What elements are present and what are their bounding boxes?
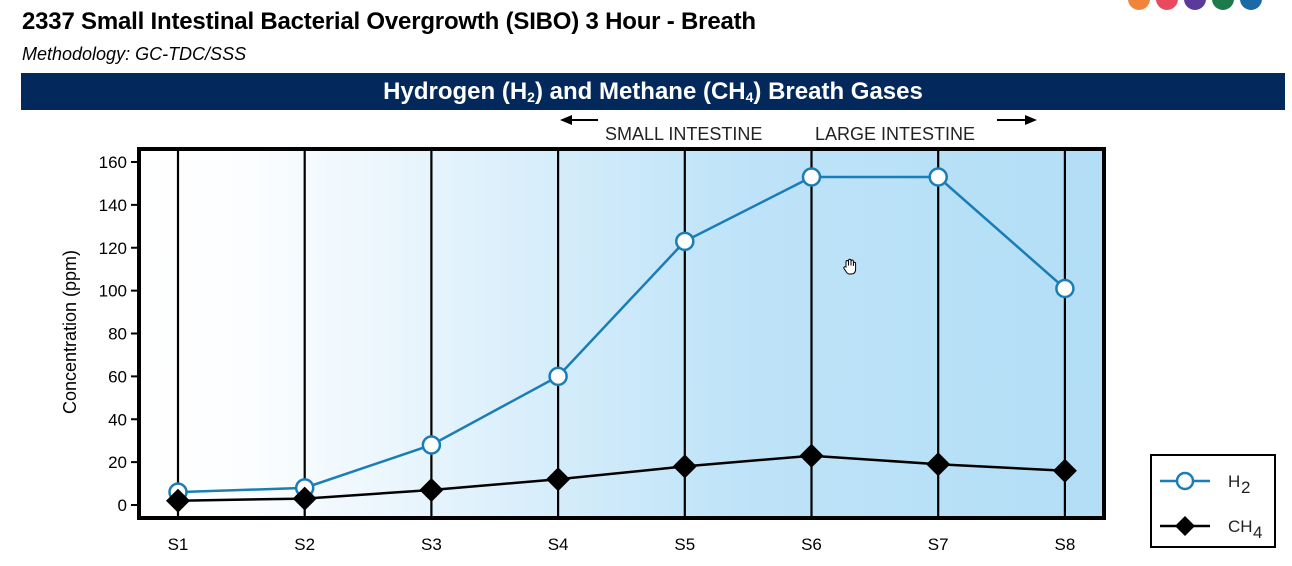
large-intestine-arrow-icon bbox=[997, 115, 1037, 125]
brand-dot bbox=[1156, 0, 1178, 10]
h2-point bbox=[421, 435, 442, 455]
y-tick-label: 20 bbox=[108, 453, 127, 472]
ch4-point bbox=[1052, 458, 1077, 483]
large-intestine-label: LARGE INTESTINE bbox=[815, 124, 975, 144]
small-intestine-label: SMALL INTESTINE bbox=[605, 124, 762, 144]
ch4-series-line bbox=[177, 454, 1065, 502]
ch4-point bbox=[546, 467, 571, 492]
brand-dot bbox=[1184, 0, 1206, 10]
x-tick-label: S5 bbox=[674, 535, 695, 554]
chart-legend: H 2 CH 4 bbox=[1150, 454, 1276, 548]
h2-point bbox=[1055, 278, 1075, 299]
plot-frame bbox=[137, 147, 1106, 520]
methodology-label: Methodology: GC-TDC/SSS bbox=[22, 44, 247, 64]
banner-sub-1: 2 bbox=[527, 89, 535, 105]
legend-ch4-swatch bbox=[1160, 516, 1210, 536]
banner-text-1: Hydrogen (H bbox=[383, 78, 528, 105]
x-tick-label: S4 bbox=[548, 535, 569, 554]
h2-point bbox=[548, 366, 568, 387]
y-axis-title: Concentration (ppm) bbox=[60, 250, 80, 414]
legend-ch4-label: CH bbox=[1228, 517, 1253, 536]
x-axis: S1 S2 S3 S4 S5 S6 S7 S8 bbox=[168, 535, 1076, 554]
h2-point bbox=[928, 167, 948, 187]
legend-h2-label: H bbox=[1228, 472, 1240, 491]
y-tick-label: 0 bbox=[118, 496, 127, 515]
series-layer bbox=[166, 167, 1077, 513]
legend-ch4-sub: 4 bbox=[1253, 523, 1262, 542]
x-tick-label: S3 bbox=[421, 535, 442, 554]
ch4-point bbox=[926, 452, 951, 477]
y-tick-label: 140 bbox=[99, 196, 127, 215]
x-tick-label: S7 bbox=[928, 535, 949, 554]
brand-dot bbox=[1240, 0, 1262, 10]
brand-dots bbox=[1128, 0, 1262, 10]
legend-h2-sub: 2 bbox=[1241, 478, 1250, 497]
ch4-point bbox=[419, 477, 444, 502]
ch4-point bbox=[799, 443, 824, 468]
ch4-point bbox=[166, 488, 190, 513]
y-tick-label: 80 bbox=[108, 325, 127, 344]
h2-series-line bbox=[177, 175, 1066, 494]
brand-dot bbox=[1212, 0, 1234, 10]
small-intestine-arrow-icon bbox=[560, 115, 598, 125]
x-tick-label: S8 bbox=[1055, 535, 1076, 554]
y-axis: 0 20 40 60 80 100 120 140 160 bbox=[99, 153, 139, 515]
plot-background bbox=[139, 149, 1104, 518]
report-title: 2337 Small Intestinal Bacterial Overgrow… bbox=[22, 8, 756, 35]
ch4-point bbox=[292, 486, 317, 511]
h2-point bbox=[801, 167, 822, 187]
banner-text-2: ) and Methane (CH bbox=[534, 78, 746, 105]
breath-gas-chart: 0 20 40 60 80 100 120 140 160 S1 S2 S3 S4 S5 S6 S7 S8 S… bbox=[60, 115, 1106, 554]
h2-point bbox=[675, 231, 695, 252]
x-tick-label: S1 bbox=[168, 535, 189, 554]
x-tick-label: S2 bbox=[294, 535, 315, 554]
ch4-point bbox=[672, 454, 697, 479]
y-tick-label: 40 bbox=[108, 410, 127, 429]
y-tick-label: 160 bbox=[99, 153, 127, 172]
chart-title-banner: Hydrogen (H2) and Methane (CH4) Breath G… bbox=[21, 73, 1285, 110]
banner-text-3: ) Breath Gases bbox=[753, 78, 923, 105]
y-tick-label: 100 bbox=[99, 282, 127, 301]
legend-h2-swatch bbox=[1160, 471, 1210, 491]
y-tick-label: 60 bbox=[108, 367, 127, 386]
x-tick-label: S6 bbox=[801, 535, 822, 554]
banner-sub-2: 4 bbox=[745, 89, 754, 105]
brand-dot bbox=[1128, 0, 1150, 10]
y-tick-label: 120 bbox=[99, 239, 127, 258]
hand-cursor-icon bbox=[842, 258, 858, 281]
